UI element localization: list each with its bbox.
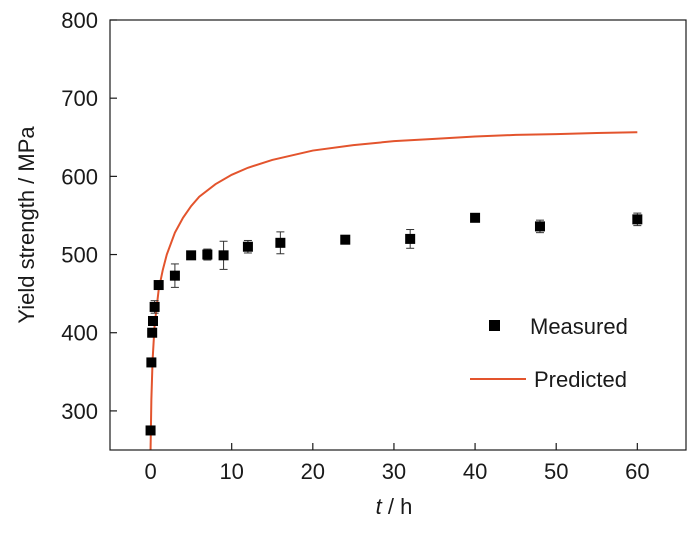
x-axis-unit: / h (382, 494, 413, 519)
x-tick-label: 50 (544, 459, 568, 484)
measured-points-layer (145, 212, 643, 436)
legend: Measured Predicted (470, 314, 628, 392)
measured-point (202, 249, 213, 260)
measured-point (153, 280, 164, 291)
legend-predicted-label: Predicted (534, 367, 627, 392)
y-tick-label: 400 (61, 321, 98, 346)
measured-point (169, 270, 180, 281)
x-axis-label: t / h (376, 494, 413, 519)
x-tick-label: 10 (219, 459, 243, 484)
measured-point (218, 250, 229, 261)
y-tick-label: 700 (61, 86, 98, 111)
measured-point (146, 357, 157, 368)
y-tick-label: 500 (61, 243, 98, 268)
measured-point (186, 250, 197, 261)
legend-measured-marker (489, 320, 500, 331)
predicted-line-layer (149, 131, 638, 451)
y-tick-label: 800 (61, 8, 98, 33)
x-tick-label: 30 (382, 459, 406, 484)
predicted-line (149, 131, 638, 451)
plot-frame (109, 19, 687, 451)
measured-point (340, 234, 351, 245)
measured-point (242, 241, 253, 252)
measured-point (632, 214, 643, 225)
y-tick-label: 300 (61, 399, 98, 424)
x-tick-label: 40 (463, 459, 487, 484)
legend-measured-label: Measured (530, 314, 628, 339)
measured-point (534, 221, 545, 232)
y-axis-label: Yield strength / MPa (14, 126, 39, 324)
measured-point (147, 327, 158, 338)
x-axis-variable: t (376, 494, 383, 519)
axis-ticks-layer: 0 10 20 30 40 50 60 300 400 500 600 700 800 (61, 8, 649, 484)
measured-point (147, 316, 158, 326)
x-tick-label: 20 (301, 459, 325, 484)
measured-point (275, 237, 286, 248)
measured-point (470, 212, 481, 223)
measured-point (145, 425, 156, 436)
x-tick-label: 0 (144, 459, 156, 484)
measured-point (405, 233, 416, 244)
y-tick-label: 600 (61, 164, 98, 189)
x-tick-label: 60 (625, 459, 649, 484)
measured-point (149, 301, 160, 312)
